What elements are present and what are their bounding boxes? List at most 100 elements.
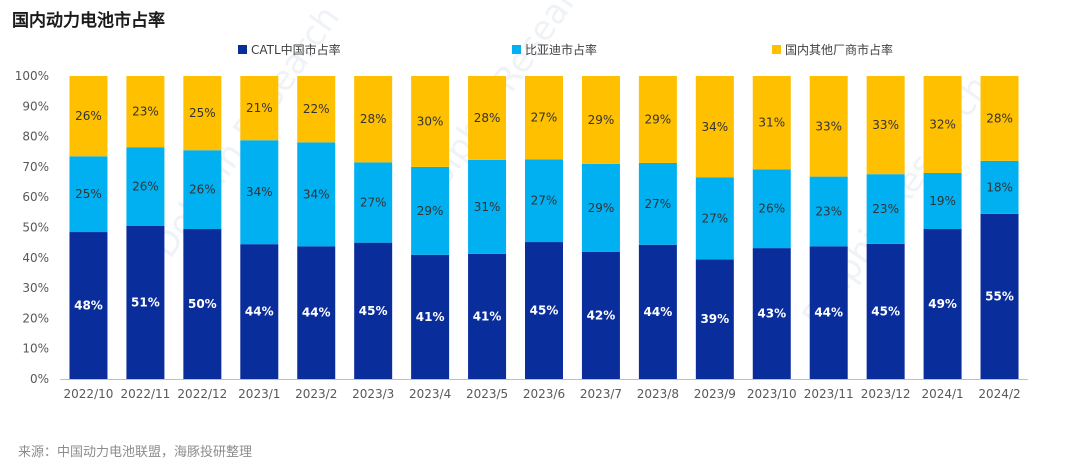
data-label: 21% bbox=[246, 101, 273, 115]
bar-segment-catl bbox=[525, 242, 563, 379]
data-label: 33% bbox=[815, 119, 842, 133]
data-label: 29% bbox=[645, 112, 672, 126]
x-tick-label: 2023/11 bbox=[804, 387, 854, 401]
legend-swatch bbox=[238, 45, 247, 54]
y-tick-label: 20% bbox=[22, 311, 49, 325]
bar-segment-others bbox=[240, 76, 279, 141]
chart-source: 来源：中国动力电池联盟，海豚投研整理 bbox=[18, 445, 253, 460]
bar-segment-others bbox=[126, 76, 165, 148]
bar-segment-catl bbox=[752, 248, 791, 379]
x-tick-label: 2024/1 bbox=[921, 387, 963, 401]
bar-segment-byd bbox=[468, 159, 507, 254]
bar-segment-catl bbox=[183, 229, 222, 379]
bar-segment-catl bbox=[866, 243, 905, 379]
data-label: 41% bbox=[473, 309, 502, 323]
bar-segment-catl bbox=[980, 213, 1019, 379]
data-label: 42% bbox=[587, 308, 616, 322]
data-label: 18% bbox=[986, 180, 1013, 194]
data-label: 31% bbox=[474, 200, 501, 214]
bar-segment-byd bbox=[866, 174, 905, 244]
bar-segment-byd bbox=[297, 142, 336, 247]
bar-segment-byd bbox=[695, 177, 734, 260]
y-tick-label: 100% bbox=[15, 69, 49, 83]
y-tick-label: 90% bbox=[22, 99, 49, 113]
bar-segment-byd bbox=[240, 140, 279, 245]
bar-segment-catl bbox=[126, 225, 165, 379]
data-label: 44% bbox=[644, 305, 673, 319]
data-label: 27% bbox=[531, 111, 558, 125]
bar-segment-others bbox=[809, 76, 848, 177]
data-label: 27% bbox=[701, 211, 728, 225]
data-label: 25% bbox=[189, 106, 216, 120]
data-label: 26% bbox=[189, 183, 216, 197]
bar-segment-catl bbox=[240, 244, 279, 379]
legend-item: 国内其他厂商市占率 bbox=[772, 42, 893, 57]
bar-segment-others bbox=[468, 76, 507, 160]
data-label: 27% bbox=[360, 196, 387, 210]
bar-segment-others bbox=[525, 76, 563, 160]
y-tick-label: 30% bbox=[22, 281, 49, 295]
x-tick-label: 2023/8 bbox=[637, 387, 679, 401]
x-tick-label: 2023/5 bbox=[466, 387, 508, 401]
data-label: 55% bbox=[985, 289, 1014, 303]
data-label: 23% bbox=[872, 202, 899, 216]
bar-segment-catl bbox=[468, 253, 507, 379]
y-tick-label: 80% bbox=[22, 130, 49, 144]
x-tick-label: 2023/2 bbox=[295, 387, 337, 401]
data-label: 30% bbox=[417, 114, 444, 128]
legend-label: CATL中国市占率 bbox=[251, 42, 341, 57]
data-label: 29% bbox=[417, 204, 444, 218]
bar-segment-catl bbox=[923, 229, 962, 379]
bar-segment-others bbox=[183, 76, 222, 151]
y-tick-label: 50% bbox=[22, 221, 49, 235]
bar-segment-byd bbox=[581, 163, 620, 252]
data-label: 34% bbox=[246, 185, 273, 199]
x-tick-label: 2023/10 bbox=[747, 387, 797, 401]
data-label: 45% bbox=[359, 304, 388, 318]
y-tick-label: 70% bbox=[22, 160, 49, 174]
data-label: 32% bbox=[929, 117, 956, 131]
bar-segment-byd bbox=[69, 156, 108, 233]
bar-segment-byd bbox=[809, 176, 848, 247]
bar-segment-others bbox=[866, 76, 905, 175]
data-label: 51% bbox=[131, 295, 160, 309]
data-label: 45% bbox=[871, 304, 900, 318]
x-tick-label: 2023/4 bbox=[409, 387, 451, 401]
legend-label: 国内其他厂商市占率 bbox=[785, 42, 893, 57]
data-label: 19% bbox=[929, 194, 956, 208]
data-label: 26% bbox=[132, 180, 159, 194]
data-label: 33% bbox=[872, 118, 899, 132]
x-tick-label: 2023/9 bbox=[694, 387, 736, 401]
data-label: 27% bbox=[531, 194, 558, 208]
x-tick-label: 2022/11 bbox=[120, 387, 170, 401]
data-label: 31% bbox=[758, 116, 785, 130]
data-label: 48% bbox=[74, 299, 103, 313]
bar-segment-catl bbox=[411, 254, 450, 379]
bar-segment-others bbox=[980, 76, 1019, 161]
bar-segment-others bbox=[354, 76, 393, 163]
data-label: 26% bbox=[758, 202, 785, 216]
data-label: 26% bbox=[75, 109, 102, 123]
legend-label: 比亚迪市占率 bbox=[525, 42, 597, 57]
bar-segment-others bbox=[695, 76, 734, 178]
bar-segment-byd bbox=[980, 160, 1019, 214]
data-label: 34% bbox=[701, 120, 728, 134]
bar-segment-others bbox=[638, 76, 677, 163]
data-label: 44% bbox=[302, 306, 331, 320]
x-tick-label: 2023/12 bbox=[861, 387, 911, 401]
data-label: 44% bbox=[814, 306, 843, 320]
bar-segment-others bbox=[923, 76, 962, 173]
bar-segment-byd bbox=[923, 172, 962, 230]
x-tick-label: 2023/1 bbox=[238, 387, 280, 401]
bar-segment-others bbox=[297, 76, 336, 143]
data-label: 28% bbox=[986, 111, 1013, 125]
x-tick-label: 2023/3 bbox=[352, 387, 394, 401]
data-label: 44% bbox=[245, 305, 274, 319]
data-label: 41% bbox=[416, 310, 445, 324]
bar-segment-catl bbox=[354, 242, 393, 379]
legend-swatch bbox=[512, 45, 521, 54]
x-tick-label: 2022/12 bbox=[177, 387, 227, 401]
y-tick-label: 10% bbox=[22, 342, 49, 356]
data-label: 23% bbox=[132, 105, 159, 119]
